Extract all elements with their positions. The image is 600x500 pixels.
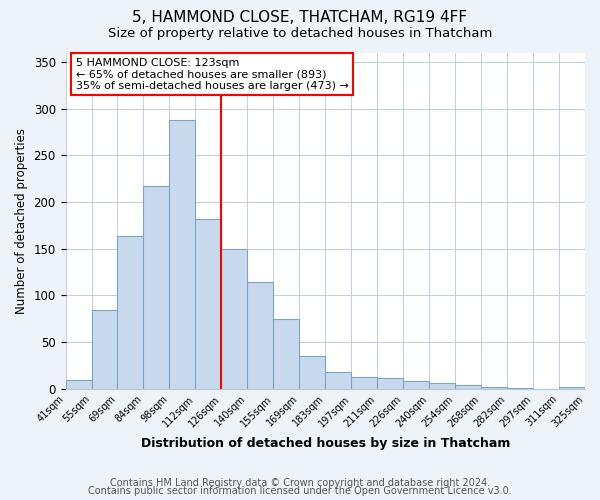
Text: Contains public sector information licensed under the Open Government Licence v3: Contains public sector information licen… — [88, 486, 512, 496]
Bar — [221, 248, 247, 389]
Bar — [507, 388, 533, 389]
Bar — [196, 219, 221, 389]
Bar — [559, 387, 585, 389]
Text: Contains HM Land Registry data © Crown copyright and database right 2024.: Contains HM Land Registry data © Crown c… — [110, 478, 490, 488]
Bar — [274, 319, 299, 389]
Bar — [481, 387, 507, 389]
Y-axis label: Number of detached properties: Number of detached properties — [15, 128, 28, 314]
Bar — [429, 384, 455, 389]
Bar — [403, 382, 429, 389]
Bar — [455, 385, 481, 389]
Bar — [143, 186, 169, 389]
Bar — [169, 120, 196, 389]
Bar — [325, 372, 351, 389]
Text: 5 HAMMOND CLOSE: 123sqm
← 65% of detached houses are smaller (893)
35% of semi-d: 5 HAMMOND CLOSE: 123sqm ← 65% of detache… — [76, 58, 349, 90]
Bar — [247, 282, 274, 389]
Bar — [118, 236, 143, 389]
Bar — [351, 376, 377, 389]
Bar — [65, 380, 92, 389]
Text: 5, HAMMOND CLOSE, THATCHAM, RG19 4FF: 5, HAMMOND CLOSE, THATCHAM, RG19 4FF — [133, 10, 467, 25]
Bar — [377, 378, 403, 389]
X-axis label: Distribution of detached houses by size in Thatcham: Distribution of detached houses by size … — [140, 437, 510, 450]
Bar — [92, 310, 118, 389]
Text: Size of property relative to detached houses in Thatcham: Size of property relative to detached ho… — [108, 28, 492, 40]
Bar — [299, 356, 325, 389]
